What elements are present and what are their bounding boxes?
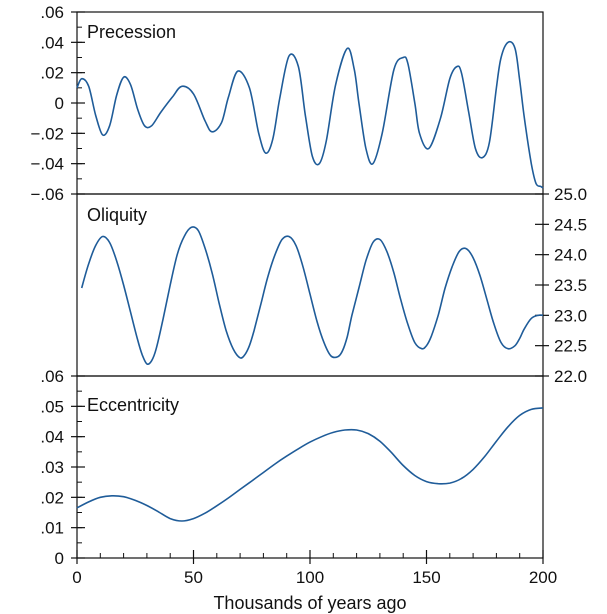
precession-y-tick-label: .02 xyxy=(40,64,64,83)
eccentricity-y-tick-label: .03 xyxy=(40,458,64,477)
eccentricity-y-tick-label: .01 xyxy=(40,519,64,538)
eccentricity-panel-title: Eccentricity xyxy=(87,395,179,415)
x-tick-label: 0 xyxy=(72,568,81,587)
obliquity-series-line xyxy=(80,226,544,366)
obliquity-y-tick-label: 22.0 xyxy=(554,367,587,386)
x-tick-label: 50 xyxy=(184,568,203,587)
eccentricity-y-tick-label: .06 xyxy=(40,367,64,386)
obliquity-y-tick-label: 22.5 xyxy=(554,337,587,356)
precession-y-tick-label: −.04 xyxy=(30,155,64,174)
obliquity-y-tick-label: 23.0 xyxy=(554,306,587,325)
obliquity-panel-title: Oliquity xyxy=(87,205,147,225)
precession-y-tick-label: −.06 xyxy=(30,185,64,204)
precession-y-tick-label: .06 xyxy=(40,3,64,22)
obliquity-y-tick-label: 25.0 xyxy=(554,185,587,204)
eccentricity-y-tick-label: .04 xyxy=(40,428,64,447)
precession-panel-title: Precession xyxy=(87,22,176,42)
obliquity-y-tick-label: 23.5 xyxy=(554,276,587,295)
x-tick-label: 200 xyxy=(529,568,557,587)
x-axis-title: Thousands of years ago xyxy=(213,593,406,613)
eccentricity-y-tick-label: .02 xyxy=(40,488,64,507)
chart-marks: .06 .04 .02 0 −.02 −.04 −.06 25.0 24.5 24.0 23.5 23… xyxy=(30,3,587,587)
eccentricity-y-tick-label: .05 xyxy=(40,397,64,416)
precession-series-line xyxy=(76,40,544,189)
eccentricity-series-line xyxy=(76,407,544,522)
x-tick-label: 100 xyxy=(296,568,324,587)
precession-y-tick-label: 0 xyxy=(55,94,64,113)
precession-y-tick-label: −.02 xyxy=(30,124,64,143)
obliquity-y-tick-label: 24.0 xyxy=(554,246,587,265)
x-tick-label: 150 xyxy=(412,568,440,587)
obliquity-y-tick-label: 24.5 xyxy=(554,215,587,234)
precession-y-tick-label: .04 xyxy=(40,33,64,52)
eccentricity-y-tick-label: 0 xyxy=(55,549,64,568)
